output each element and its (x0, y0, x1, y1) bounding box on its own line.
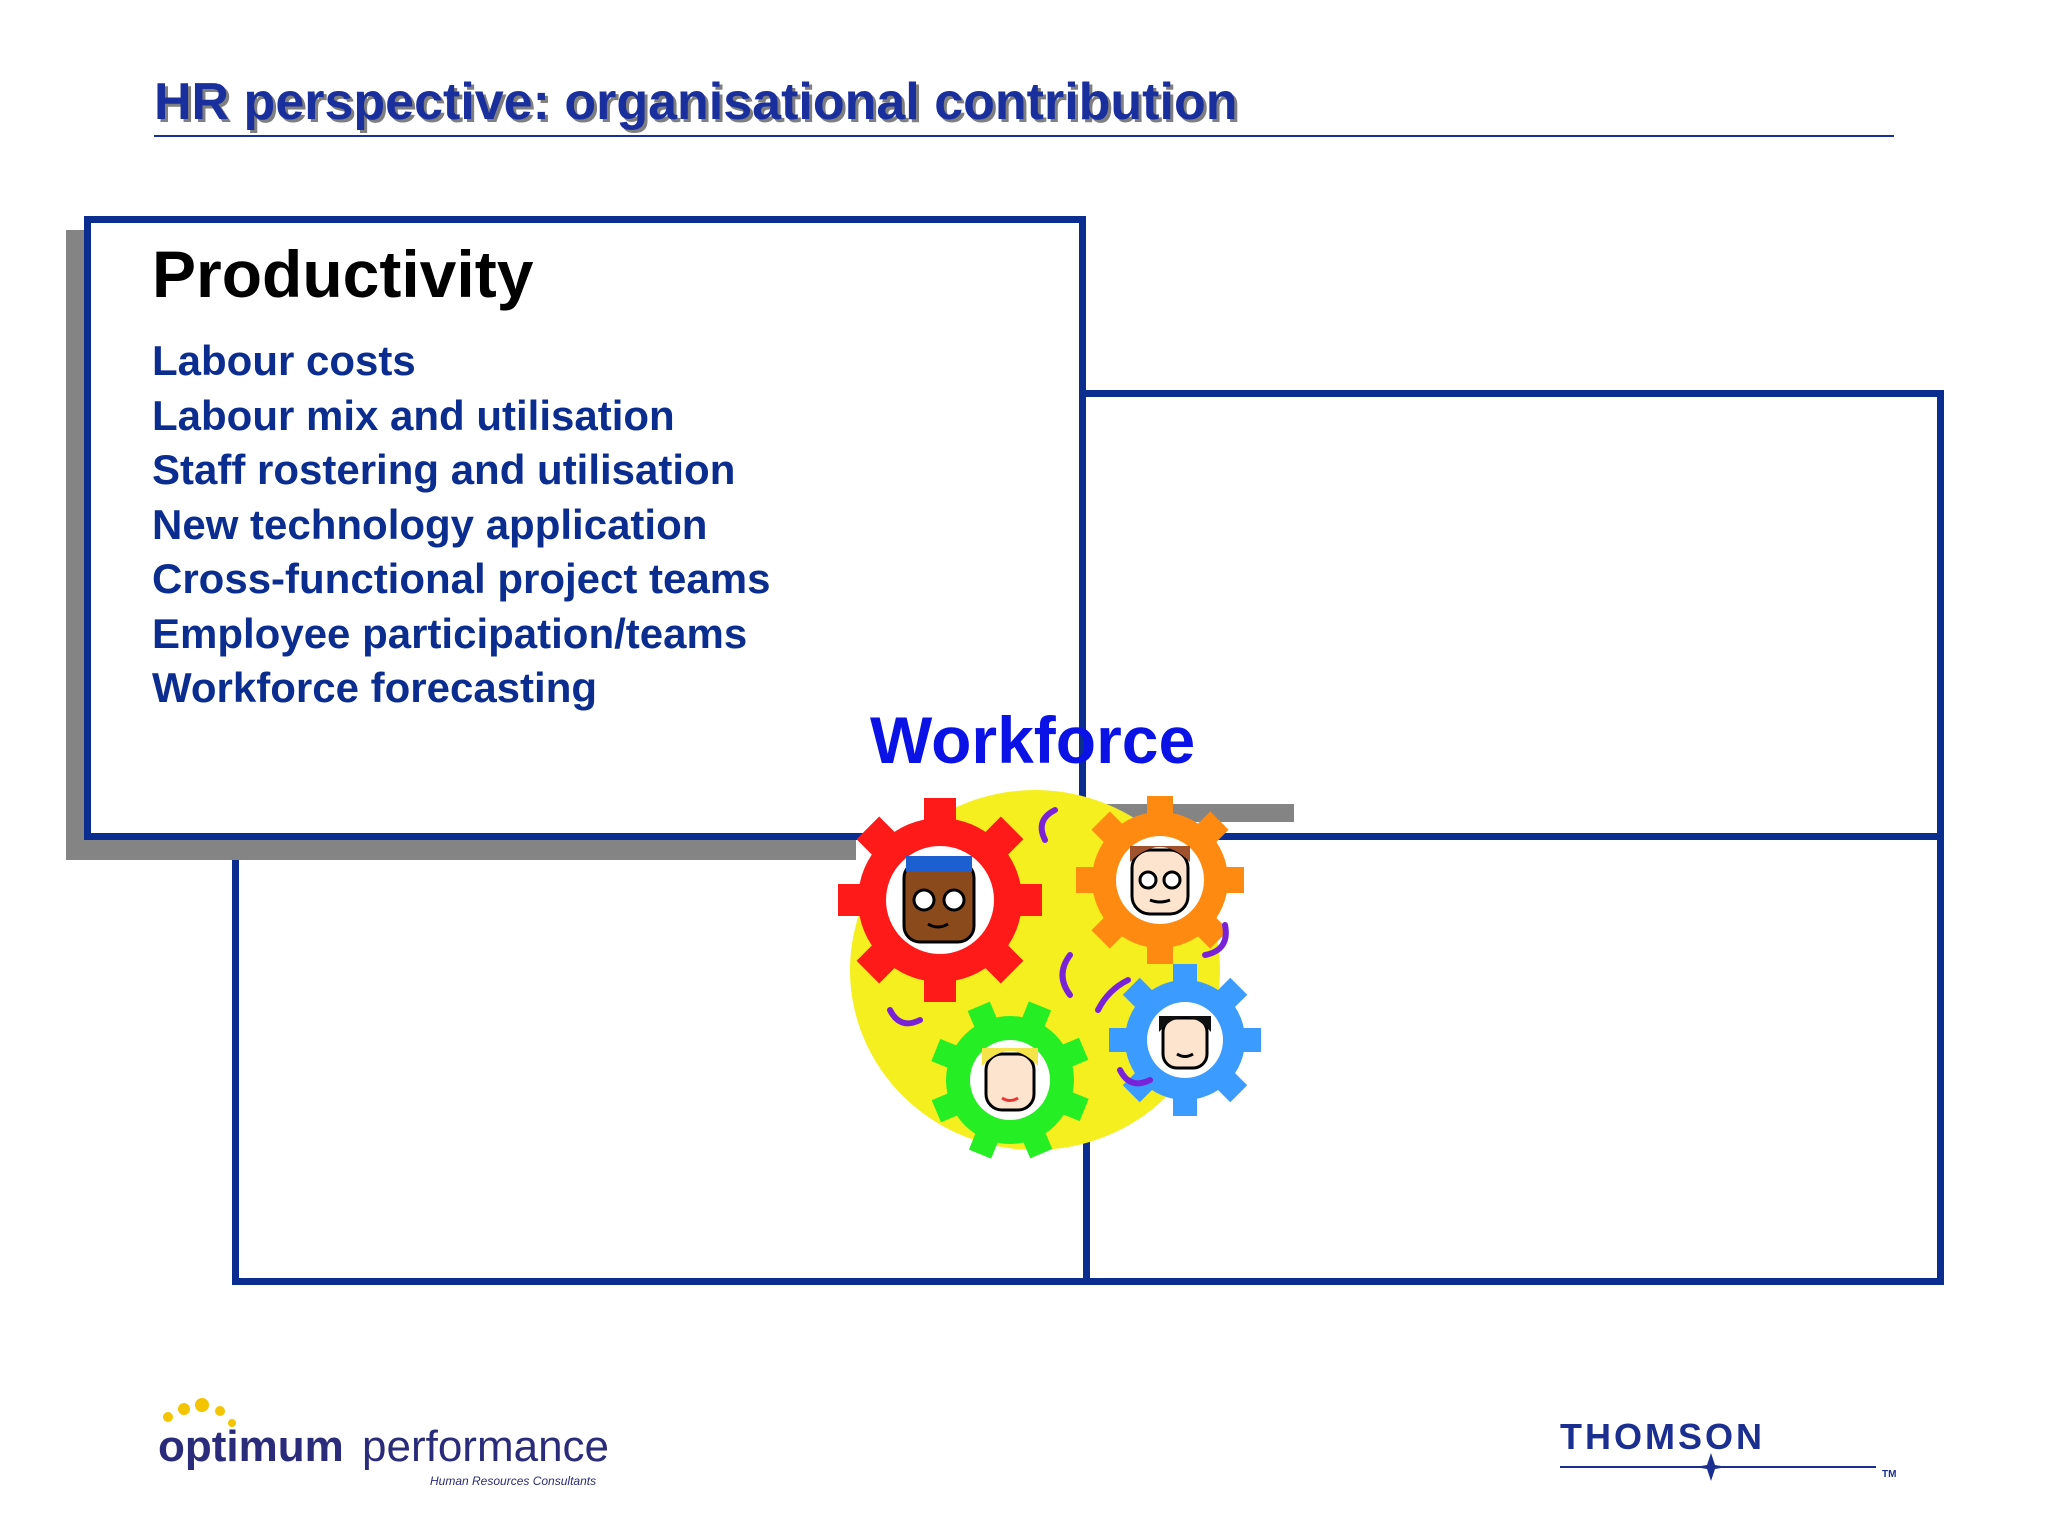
title-underline (154, 135, 1894, 137)
list-item: Labour costs (152, 337, 416, 384)
list-item: Cross-functional project teams (152, 555, 771, 602)
list-item: Staff rostering and utilisation (152, 446, 736, 493)
thomson-wordmark: THOMSON (1560, 1416, 1765, 1457)
list-item: Labour mix and utilisation (152, 391, 675, 439)
list-item: New technology application (152, 500, 708, 548)
logo-primary-text: optimum (158, 1422, 344, 1471)
logo-tagline-text: Human Resources Consultants (430, 1474, 596, 1488)
optimum-performance-logo: optimum performance Human Resources Cons… (158, 1398, 609, 1488)
productivity-panel (84, 216, 1086, 840)
thomson-tm: TM (1882, 1469, 1896, 1480)
logo-secondary-text: performance (362, 1422, 609, 1471)
productivity-list: Labour costs Labour mix and utilisation … (152, 334, 770, 716)
slide-title: HR perspective: organisational contribut… (154, 73, 1238, 131)
thomson-logo: THOMSON TM (1560, 1416, 1896, 1481)
workforce-label: Workforce (870, 703, 1196, 777)
workforce-gears-icon (838, 790, 1261, 1159)
list-item: Workforce forecasting (152, 664, 597, 711)
productivity-heading: Productivity (152, 237, 534, 311)
list-item: Employee participation/teams (152, 609, 748, 657)
